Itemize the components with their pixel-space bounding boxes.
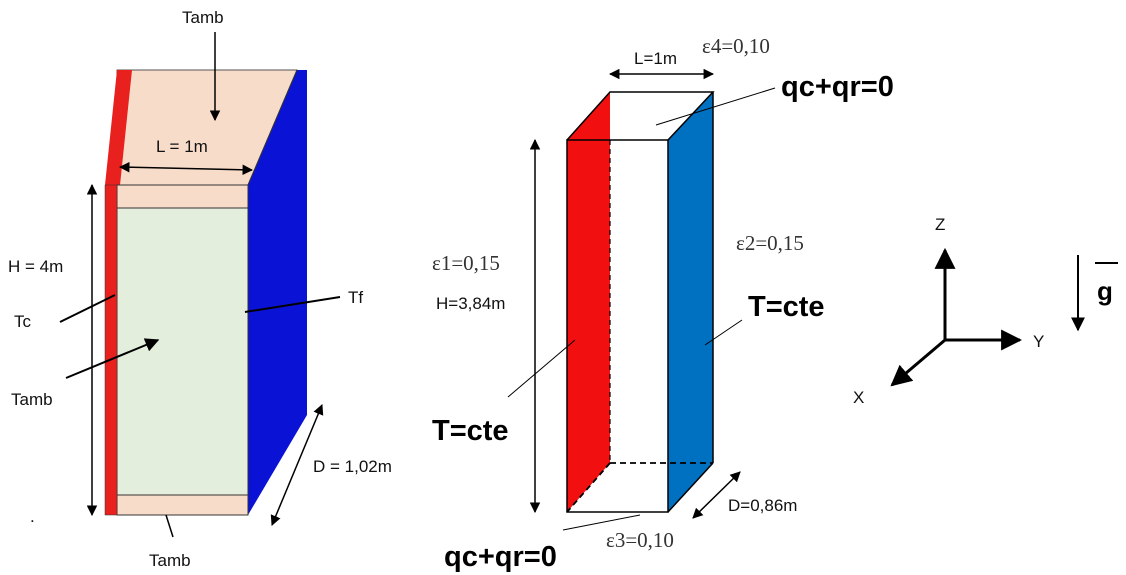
left-depth-label: D = 1,02m <box>313 457 392 476</box>
left-inner-leader <box>65 338 160 379</box>
z-axis-label: Z <box>935 215 945 234</box>
left-bottom-leader <box>165 514 174 538</box>
left-cold-label: Tf <box>348 288 363 307</box>
gravity-label: g <box>1097 276 1113 306</box>
middle-depth-arrow <box>692 471 741 519</box>
left-top-label: Tamb <box>182 8 224 27</box>
middle-box-cold-wall <box>668 92 713 512</box>
middle-left-bc: T=cte <box>432 415 509 447</box>
coordinate-axes <box>890 247 1118 387</box>
middle-box-hot-wall <box>567 92 610 512</box>
left-bottom-label: Tamb <box>149 551 191 570</box>
middle-bottom-bc-leader <box>562 514 641 531</box>
middle-height-label: H=3,84m <box>436 294 505 313</box>
left-depth-arrow <box>270 404 324 526</box>
middle-bottom-bc: qc+qr=0 <box>444 541 557 573</box>
y-axis-label: Y <box>1033 332 1044 351</box>
left-box-cold-wall <box>248 70 307 515</box>
left-width-label: L = 1m <box>156 137 208 156</box>
middle-eps-right: ε2=0,15 <box>736 231 804 255</box>
x-axis-label: X <box>853 388 864 407</box>
left-cold-leader <box>244 296 341 313</box>
left-hot-label: Tc <box>14 312 32 331</box>
middle-depth-label: D=0,86m <box>728 496 797 515</box>
left-width-arrow <box>118 161 254 176</box>
middle-eps-bottom: ε3=0,10 <box>606 528 674 552</box>
middle-right-bc-leader <box>704 319 743 346</box>
stray-mark: . <box>30 507 35 526</box>
middle-eps-left: ε1=0,15 <box>432 251 500 275</box>
middle-top-bc-leader <box>655 87 776 126</box>
left-hot-leader <box>59 294 116 323</box>
middle-cavity-box <box>566 91 715 513</box>
left-box-air-cavity <box>116 207 249 496</box>
middle-eps-top: ε4=0,10 <box>702 34 770 58</box>
left-height-label: H = 4m <box>8 257 63 276</box>
middle-width-label: L=1m <box>634 49 677 68</box>
middle-top-bc: qc+qr=0 <box>781 71 894 103</box>
middle-right-bc: T=cte <box>748 291 825 323</box>
middle-left-bc-leader <box>507 339 576 398</box>
left-cavity-box <box>104 69 307 516</box>
left-box-hot-wall <box>104 184 118 516</box>
left-box-hot-wall-top <box>105 70 132 185</box>
left-inner-label: Tamb <box>11 390 53 409</box>
x-axis-arrow <box>890 338 946 387</box>
